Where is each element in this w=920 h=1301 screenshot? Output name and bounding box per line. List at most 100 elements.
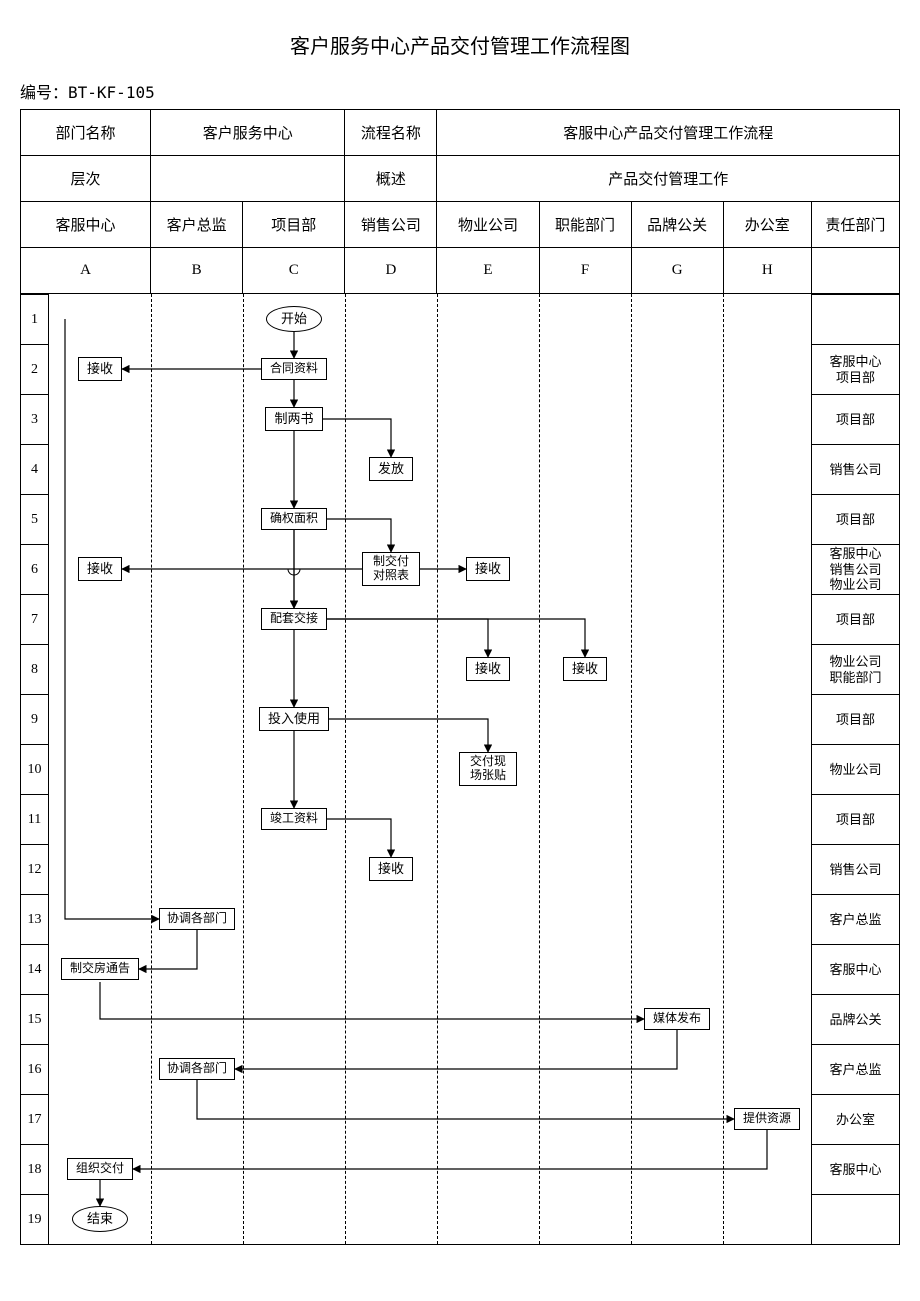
hdr-r2-c2 bbox=[151, 156, 345, 202]
col-E-label: 物业公司 bbox=[437, 202, 539, 248]
row-number: 5 bbox=[21, 494, 49, 544]
responsible-cell: 项目部 bbox=[811, 394, 899, 444]
responsible-cell: 客户总监 bbox=[811, 1044, 899, 1094]
flow-node-n8f: 接收 bbox=[563, 657, 607, 681]
header-row-letters: A B C D E F G H bbox=[21, 248, 900, 294]
col-H-letter: H bbox=[723, 248, 811, 294]
row-number: 16 bbox=[21, 1044, 49, 1094]
flow-node-n4d: 发放 bbox=[369, 457, 413, 481]
hdr-r2-c3: 概述 bbox=[345, 156, 437, 202]
lane-divider bbox=[811, 294, 812, 1244]
responsible-cell: 物业公司 职能部门 bbox=[811, 644, 899, 694]
row-number: 12 bbox=[21, 844, 49, 894]
flow-node-n18a: 组织交付 bbox=[67, 1158, 133, 1180]
col-C-letter: C bbox=[243, 248, 345, 294]
flow-node-end: 结束 bbox=[72, 1206, 128, 1232]
row-number: 17 bbox=[21, 1094, 49, 1144]
responsible-cell bbox=[811, 1194, 899, 1244]
lane-divider bbox=[723, 294, 724, 1244]
responsible-cell: 项目部 bbox=[811, 594, 899, 644]
flow-node-n2c: 合同资料 bbox=[261, 358, 327, 380]
col-F-label: 职能部门 bbox=[539, 202, 631, 248]
header-row-1: 部门名称 客户服务中心 流程名称 客服中心产品交付管理工作流程 bbox=[21, 110, 900, 156]
col-H-label: 办公室 bbox=[723, 202, 811, 248]
responsible-cell: 项目部 bbox=[811, 694, 899, 744]
flow-node-n5c: 确权面积 bbox=[261, 508, 327, 530]
row-number: 3 bbox=[21, 394, 49, 444]
hdr-r1-c1: 部门名称 bbox=[21, 110, 151, 156]
responsible-cell: 客服中心 bbox=[811, 1144, 899, 1194]
hdr-r1-c3: 流程名称 bbox=[345, 110, 437, 156]
col-F-letter: F bbox=[539, 248, 631, 294]
row-number: 6 bbox=[21, 544, 49, 594]
header-table: 部门名称 客户服务中心 流程名称 客服中心产品交付管理工作流程 层次 概述 产品… bbox=[20, 109, 900, 294]
col-B-label: 客户总监 bbox=[151, 202, 243, 248]
col-resp-label: 责任部门 bbox=[811, 202, 899, 248]
flow-node-n8e: 接收 bbox=[466, 657, 510, 681]
lane-divider bbox=[437, 294, 438, 1244]
row-number: 1 bbox=[21, 294, 49, 344]
row-number: 7 bbox=[21, 594, 49, 644]
col-C-label: 项目部 bbox=[243, 202, 345, 248]
col-G-label: 品牌公关 bbox=[631, 202, 723, 248]
row-number: 14 bbox=[21, 944, 49, 994]
flow-node-n10e: 交付现 场张贴 bbox=[459, 752, 517, 786]
lane-divider bbox=[539, 294, 540, 1244]
row-number: 10 bbox=[21, 744, 49, 794]
flow-node-n11c: 竣工资料 bbox=[261, 808, 327, 830]
responsible-cell bbox=[811, 294, 899, 344]
header-row-2: 层次 概述 产品交付管理工作 bbox=[21, 156, 900, 202]
flow-node-n6e: 接收 bbox=[466, 557, 510, 581]
responsible-cell: 客服中心 项目部 bbox=[811, 344, 899, 394]
col-B-letter: B bbox=[151, 248, 243, 294]
hdr-r1-c2: 客户服务中心 bbox=[151, 110, 345, 156]
doc-number: 编号：BT-KF-105 bbox=[20, 79, 900, 103]
page: 客户服务中心产品交付管理工作流程图 编号：BT-KF-105 部门名称 客户服务… bbox=[20, 30, 900, 1245]
lane-divider bbox=[631, 294, 632, 1244]
lane-divider bbox=[243, 294, 244, 1244]
flow-area: 12客服中心 项目部3项目部4销售公司5项目部6客服中心 销售公司 物业公司7项… bbox=[20, 294, 900, 1245]
col-E-letter: E bbox=[437, 248, 539, 294]
flow-node-start: 开始 bbox=[266, 306, 322, 332]
page-title: 客户服务中心产品交付管理工作流程图 bbox=[20, 30, 900, 59]
responsible-cell: 销售公司 bbox=[811, 844, 899, 894]
col-D-label: 销售公司 bbox=[345, 202, 437, 248]
responsible-cell: 销售公司 bbox=[811, 444, 899, 494]
row-number: 19 bbox=[21, 1194, 49, 1244]
hdr-r2-c1: 层次 bbox=[21, 156, 151, 202]
row-number: 11 bbox=[21, 794, 49, 844]
col-D-letter: D bbox=[345, 248, 437, 294]
row-number: 18 bbox=[21, 1144, 49, 1194]
responsible-cell: 项目部 bbox=[811, 494, 899, 544]
row-number: 9 bbox=[21, 694, 49, 744]
col-A-letter: A bbox=[21, 248, 151, 294]
flow-node-n7c: 配套交接 bbox=[261, 608, 327, 630]
flow-node-n15g: 媒体发布 bbox=[644, 1008, 710, 1030]
flow-node-n17h: 提供资源 bbox=[734, 1108, 800, 1130]
hdr-r1-c4: 客服中心产品交付管理工作流程 bbox=[437, 110, 900, 156]
row-number: 8 bbox=[21, 644, 49, 694]
row-number: 2 bbox=[21, 344, 49, 394]
responsible-cell: 办公室 bbox=[811, 1094, 899, 1144]
col-G-letter: G bbox=[631, 248, 723, 294]
lane-divider bbox=[151, 294, 152, 1244]
flow-node-n14a: 制交房通告 bbox=[61, 958, 139, 980]
flow-node-n6d: 制交付 对照表 bbox=[362, 552, 420, 586]
flow-node-n16b: 协调各部门 bbox=[159, 1058, 235, 1080]
flow-node-n12d: 接收 bbox=[369, 857, 413, 881]
responsible-cell: 客户总监 bbox=[811, 894, 899, 944]
col-resp-letter bbox=[811, 248, 899, 294]
lane-divider bbox=[345, 294, 346, 1244]
row-number: 13 bbox=[21, 894, 49, 944]
flow-node-n3c: 制两书 bbox=[265, 407, 323, 431]
col-A-label: 客服中心 bbox=[21, 202, 151, 248]
hdr-r2-c4: 产品交付管理工作 bbox=[437, 156, 900, 202]
flow-node-n13b: 协调各部门 bbox=[159, 908, 235, 930]
flow-node-n6a: 接收 bbox=[78, 557, 122, 581]
responsible-cell: 客服中心 bbox=[811, 944, 899, 994]
responsible-cell: 品牌公关 bbox=[811, 994, 899, 1044]
responsible-cell: 物业公司 bbox=[811, 744, 899, 794]
flow-canvas: 12客服中心 项目部3项目部4销售公司5项目部6客服中心 销售公司 物业公司7项… bbox=[21, 294, 899, 1244]
flow-node-n2a: 接收 bbox=[78, 357, 122, 381]
row-number: 15 bbox=[21, 994, 49, 1044]
